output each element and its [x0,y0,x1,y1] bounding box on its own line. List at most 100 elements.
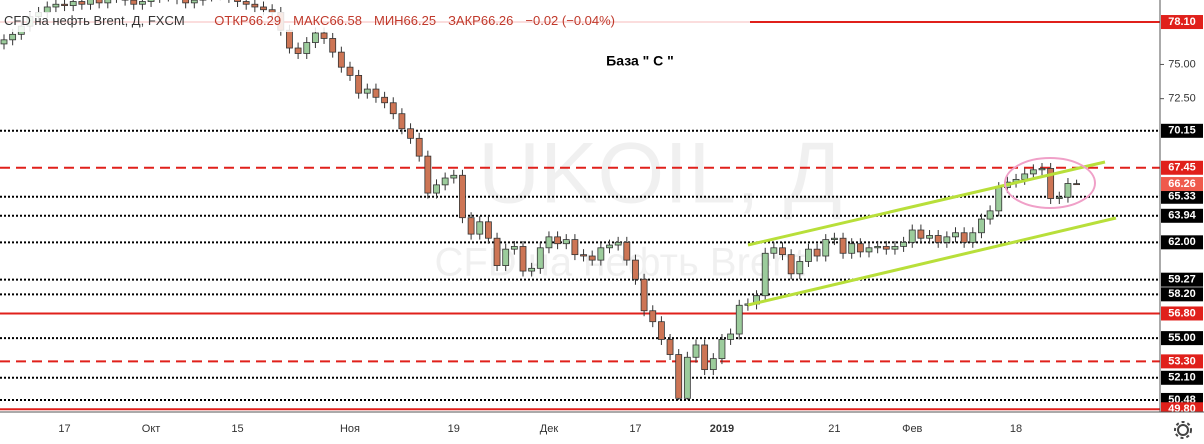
candle-body [190,0,198,4]
candle-body [1073,183,1080,186]
header: CFD на нефть Brent, Д, FXCM ОТКР66.29 МАК… [4,13,615,28]
x-tick-label: 19 [448,423,460,435]
candle-body [874,246,882,249]
candle-body [917,229,925,239]
candle-body [545,236,553,249]
candle-body [138,1,146,5]
header-value: −0.02 (−0.04%) [525,13,615,28]
header-value: МАКС66.58 [293,13,362,28]
level-label-bg [1161,235,1203,250]
candle-body [260,6,267,11]
y-tick-label: 72.50 [1168,93,1196,105]
level-label: 62.00 [1168,236,1196,248]
candle-body [424,155,432,194]
level-label: 58.20 [1168,288,1196,300]
candle-body [761,252,769,297]
candle-body [969,232,977,243]
candle-body [632,259,639,280]
candle-body [389,102,397,115]
level-label: 63.94 [1168,210,1196,222]
candle-body [891,246,899,250]
level-label-bg [1161,160,1203,175]
candle-body [407,128,414,139]
x-tick-label: Дек [540,423,559,435]
y-tick-label: 75.00 [1168,58,1196,70]
candle-body [0,39,8,45]
level-label: 59.27 [1168,274,1196,286]
candle-body [675,354,683,399]
candle-body [805,248,812,262]
candle-body [536,247,544,269]
candle-body [986,210,994,220]
header-title: CFD на нефть Brent, Д, FXCM [4,13,185,28]
highlight-ellipse [1004,157,1096,209]
candle-body [311,32,319,43]
candle-body [718,339,726,360]
x-tick-label: Окт [142,423,161,435]
candle-body [658,321,665,340]
x-tick-label: Ноя [340,423,360,435]
candle-body [43,6,51,13]
watermark: UKOIL, Д [478,126,842,222]
candle-body [346,66,354,76]
x-tick-label: 17 [58,423,70,435]
level-label: 67.45 [1168,162,1196,174]
candle-body [934,235,942,243]
candle-body [130,0,138,5]
level-label-bg [1161,354,1203,369]
candle-body [337,51,345,68]
candle-body [484,221,492,239]
level-label-bg [1161,306,1203,321]
candle-body [952,232,959,238]
candle-body [649,310,657,323]
candle-body [978,218,985,234]
level-label-bg [1161,15,1203,30]
candle-body [856,243,864,253]
x-tick-label: 2019 [710,423,734,435]
candle-body [519,246,527,272]
candle-body [926,235,933,239]
level-label-bg [1161,272,1203,287]
candle-body [701,344,709,370]
candle-body [303,42,311,54]
candle-body [381,96,389,104]
settings-icon[interactable] [1174,421,1192,439]
candle-body [182,0,190,4]
header-value: ЗАКР66.26 [448,13,513,28]
candle-body [908,229,916,243]
candle-body [597,247,605,261]
level-label: 53.30 [1168,355,1196,367]
time-axis-bg [0,412,1204,444]
candle-body [69,1,77,7]
candle-body [528,267,536,272]
candle-body [683,356,691,399]
trend-line [747,216,1117,307]
x-tick-label: 17 [629,423,641,435]
candle-body [510,246,518,250]
candle-body [61,3,68,7]
header-value: МИН66.25 [374,13,436,28]
level-label-bg [1161,370,1203,385]
candle-body [614,241,622,246]
candle-body [709,358,717,370]
header-value: ОТКР66.29 [214,13,281,28]
candle-body [459,174,466,219]
candle-body [78,1,86,5]
candle-body [571,239,579,256]
levels [0,21,1160,411]
candle-body [787,254,795,275]
x-tick-label: Фев [902,423,922,435]
annotation: База " С " [606,53,674,69]
candle-body [363,88,371,94]
x-tick-label: 21 [828,423,840,435]
level-label-bg [1161,331,1203,346]
candle-body [320,32,328,39]
candle-body [467,217,475,235]
candle-body [606,244,613,249]
candle-body [294,47,302,54]
candle-body [415,137,423,157]
level-label: 78.10 [1168,16,1196,28]
candle-body [735,304,743,335]
candle-body [9,33,17,41]
